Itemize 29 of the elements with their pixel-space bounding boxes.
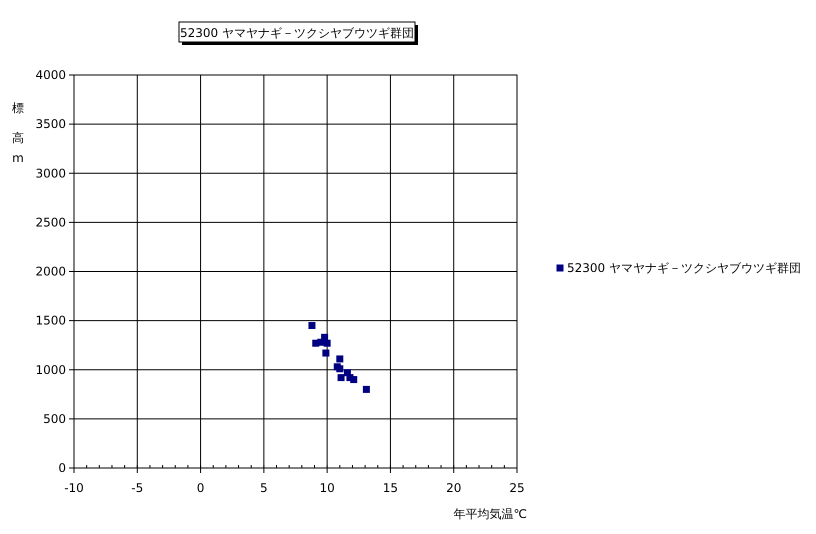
point bbox=[336, 365, 344, 372]
legend: 52300 ヤマヤナギ－ツクシヤブウツギ群団 bbox=[556, 261, 801, 275]
y-tick-label: 500 bbox=[43, 412, 66, 426]
x-tick-label: 5 bbox=[260, 481, 268, 495]
y-tick-label: 4000 bbox=[35, 68, 66, 82]
x-tick-label: 0 bbox=[196, 481, 204, 495]
x-tick-label: 15 bbox=[382, 481, 398, 495]
y-tick-label: 2500 bbox=[35, 215, 66, 230]
x-tick-label: -5 bbox=[131, 481, 144, 495]
title: 52300 ヤマヤナギ－ツクシヤブウツギ群団 bbox=[178, 22, 418, 45]
y-tick-label: 2000 bbox=[35, 264, 66, 278]
point bbox=[350, 376, 358, 384]
point bbox=[362, 386, 370, 393]
x-tick-label: 25 bbox=[509, 481, 525, 495]
y-tick-label: 3500 bbox=[35, 117, 66, 132]
y-tick-label: 1500 bbox=[35, 314, 66, 328]
point bbox=[336, 355, 344, 362]
y-tick-label: 1000 bbox=[35, 362, 66, 377]
point bbox=[322, 350, 330, 357]
x-tick-label: 10 bbox=[320, 481, 335, 495]
point bbox=[308, 322, 316, 330]
y-tick-label: 3000 bbox=[35, 166, 66, 180]
x-tick-label: 20 bbox=[446, 481, 462, 495]
chart-title: 52300 ヤマヤナギ－ツクシヤブウツギ群団 bbox=[180, 26, 414, 40]
x-axis-title: 年平均気温℃ bbox=[454, 507, 527, 521]
x-tick-label: -10 bbox=[64, 481, 84, 495]
text: 標高m bbox=[12, 101, 24, 165]
point bbox=[338, 374, 345, 382]
y-tick-label: 0 bbox=[58, 461, 66, 475]
